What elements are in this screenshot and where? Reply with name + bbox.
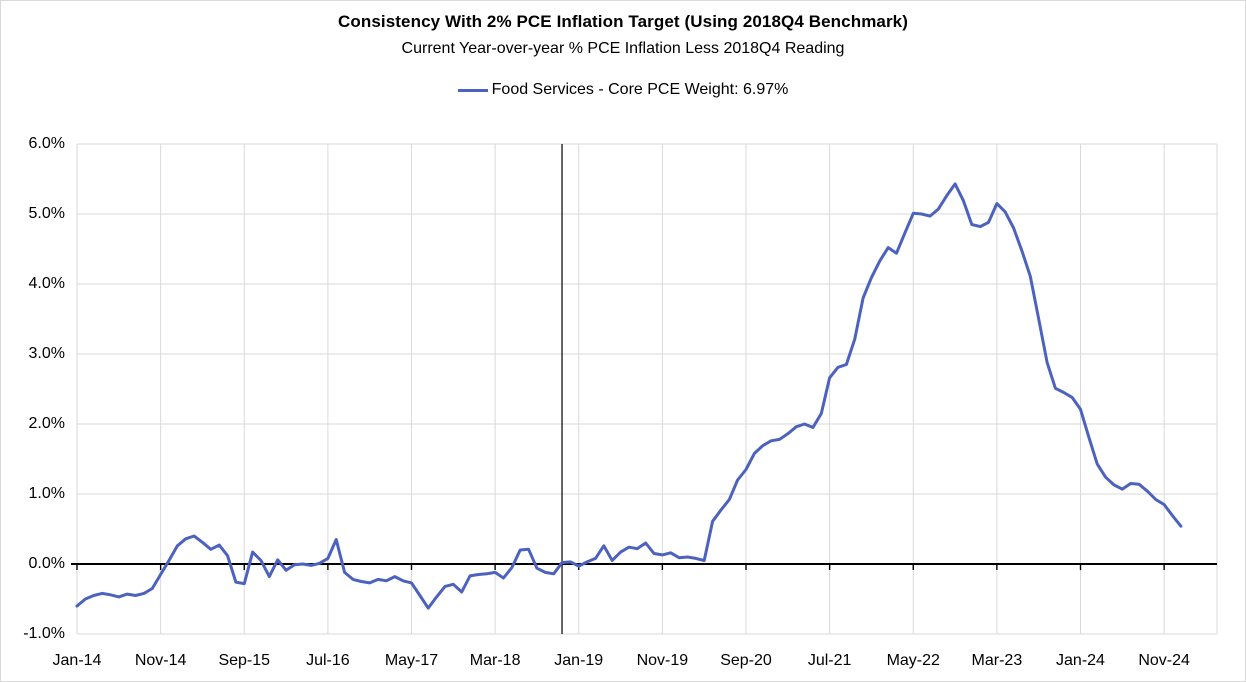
x-tick-label: Jul-16	[306, 652, 350, 669]
x-tick-label: Sep-15	[218, 652, 271, 669]
x-tick-label: Nov-19	[636, 652, 689, 669]
y-tick-label: 2.0%	[28, 415, 65, 432]
y-tick-label: 1.0%	[28, 485, 65, 502]
y-tick-label: -1.0%	[23, 625, 65, 642]
y-tick-label: 5.0%	[28, 205, 65, 222]
x-tick-label: Jan-19	[554, 652, 604, 669]
x-tick-label: May-22	[886, 652, 940, 669]
y-tick-label: 3.0%	[28, 345, 65, 362]
legend-key-line-icon	[457, 88, 488, 92]
series-line-food-services	[75, 182, 1183, 610]
y-tick-label: 6.0%	[28, 135, 65, 152]
x-tick-label: May-17	[384, 652, 439, 669]
x-tick-label: Jul-21	[807, 652, 852, 669]
x-tick-label: Jan-24	[1056, 652, 1105, 669]
chart-title: Consistency With 2% PCE Inflation Target…	[338, 12, 908, 31]
x-tick-label: Mar-23	[971, 652, 1023, 669]
x-tick-label: Sep-20	[720, 652, 772, 669]
legend-series-label: Food Services - Core PCE Weight: 6.97%	[491, 81, 789, 98]
x-tick-label: Nov-14	[134, 652, 187, 669]
x-tick-label: Nov-24	[1138, 652, 1190, 669]
y-tick-label: 4.0%	[28, 275, 65, 292]
y-tick-label: 0.0%	[28, 555, 65, 572]
x-tick-label: Jan-14	[52, 652, 102, 669]
legend: Food Services - Core PCE Weight: 6.97%	[1, 81, 1245, 99]
x-tick-label: Mar-18	[469, 652, 521, 669]
chart-subtitle: Current Year-over-year % PCE Inflation L…	[401, 40, 845, 57]
